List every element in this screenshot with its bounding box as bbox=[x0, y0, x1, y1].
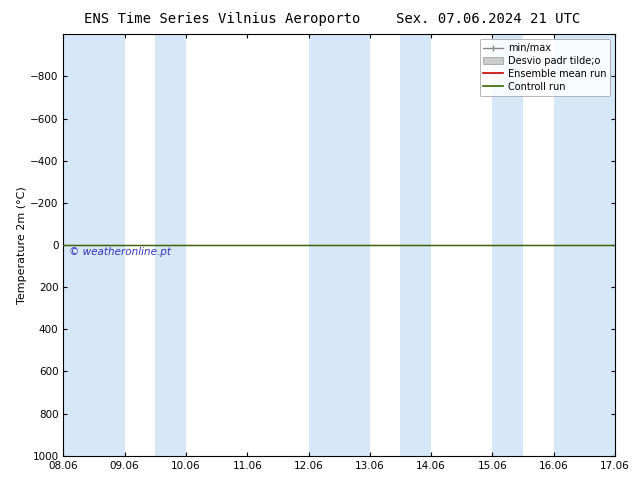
Text: ENS Time Series Vilnius Aeroporto: ENS Time Series Vilnius Aeroporto bbox=[84, 12, 360, 26]
Legend: min/max, Desvio padr tilde;o, Ensemble mean run, Controll run: min/max, Desvio padr tilde;o, Ensemble m… bbox=[479, 39, 610, 96]
Text: Sex. 07.06.2024 21 UTC: Sex. 07.06.2024 21 UTC bbox=[396, 12, 580, 26]
Y-axis label: Temperature 2m (°C): Temperature 2m (°C) bbox=[17, 186, 27, 304]
Text: © weatheronline.pt: © weatheronline.pt bbox=[69, 247, 171, 257]
Bar bbox=[155, 34, 186, 456]
Bar bbox=[401, 34, 431, 456]
Bar bbox=[493, 34, 523, 456]
Bar bbox=[309, 34, 370, 456]
Bar bbox=[553, 34, 615, 456]
Bar bbox=[63, 34, 125, 456]
